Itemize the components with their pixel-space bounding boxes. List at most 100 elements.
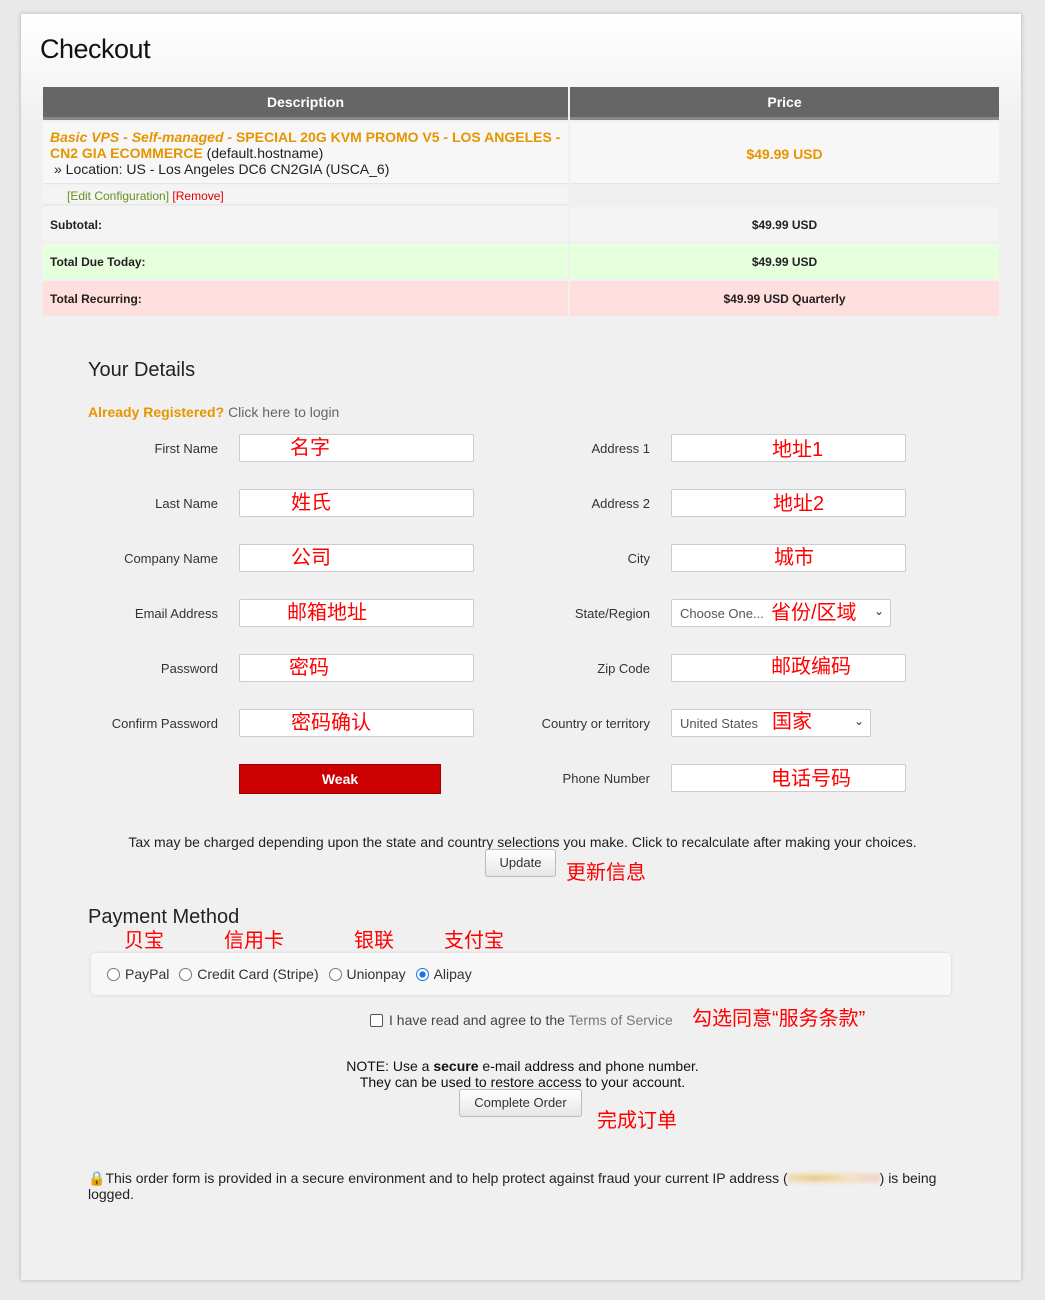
payment-options — [91, 953, 951, 995]
address1-input[interactable] — [671, 434, 906, 462]
zip-label: Zip Code — [597, 661, 650, 676]
phone-input[interactable] — [671, 764, 906, 792]
annotation: 密码 — [289, 657, 329, 679]
description-header: Description — [43, 87, 568, 120]
note-bold: secure — [433, 1058, 479, 1074]
state-label: State/Region — [574, 606, 650, 621]
note-text: They can be used to restore access to yo… — [359, 1074, 686, 1090]
radio-unionpay[interactable] — [328, 968, 342, 981]
option-label: PayPal — [125, 966, 170, 982]
page-title: Checkout — [40, 34, 151, 64]
option-label: Alipay — [433, 966, 472, 982]
password-label: Password — [160, 661, 218, 676]
remove-link[interactable]: [Remove] — [172, 189, 224, 203]
tos-checkbox[interactable] — [370, 1014, 383, 1027]
annotation: 姓氏 — [291, 492, 331, 514]
annotation: 密码确认 — [291, 712, 371, 734]
annotation: 支付宝 — [444, 930, 504, 952]
annotation: 信用卡 — [224, 930, 284, 952]
state-value: Choose One... — [680, 606, 764, 621]
password-input[interactable] — [239, 654, 474, 682]
radio-paypal[interactable] — [107, 968, 120, 981]
note-text: e-mail address and phone number. — [478, 1058, 699, 1074]
email-input[interactable] — [239, 599, 474, 627]
address1-label: Address 1 — [591, 441, 650, 456]
complete-order-button[interactable]: Complete Order — [459, 1089, 582, 1117]
annotation: 邮箱地址 — [287, 602, 367, 624]
phone-label: Phone Number — [562, 771, 650, 786]
email-label: Email Address — [134, 606, 218, 621]
annotation: 国家 — [772, 711, 812, 733]
payment-option-paypal[interactable]: PayPal — [107, 966, 169, 982]
total-recurring-label: Total Recurring: — [50, 292, 142, 306]
security-notice: 🔒This order form is provided in a secure… — [88, 1170, 948, 1202]
address2-label: Address 2 — [591, 496, 650, 511]
total-due-value: $49.99 USD — [751, 255, 818, 269]
tos-label: I have read and agree to the — [389, 1012, 569, 1028]
address2-input[interactable] — [671, 489, 906, 517]
price-header: Price — [570, 87, 999, 120]
edit-configuration-link[interactable]: [Edit Configuration] — [67, 189, 170, 203]
country-label: Country or territory — [541, 716, 650, 731]
secure-note: NOTE: Use a secure e-mail address and ph… — [0, 1058, 1045, 1090]
state-select[interactable]: Choose One... ⌄ — [671, 599, 891, 627]
annotation: 地址2 — [773, 493, 825, 515]
your-details-heading: Your Details — [88, 359, 196, 381]
company-name-input[interactable] — [239, 544, 474, 572]
password-strength-meter: Weak — [239, 764, 441, 794]
payment-option-unionpay[interactable]: Unionpay — [328, 966, 406, 982]
payment-option-stripe[interactable]: Credit Card (Stripe) — [179, 966, 319, 982]
chevron-down-icon: ⌄ — [873, 604, 884, 618]
subtotal-value: $49.99 USD — [751, 218, 818, 232]
subtotal-label: Subtotal: — [50, 218, 102, 232]
cart-item-description: Basic VPS - Self-managed - SPECIAL 20G K… — [50, 129, 565, 177]
annotation: 公司 — [291, 547, 331, 569]
product-name: - SPECIAL 20G KVM PROMO V5 - LOS ANGELES… — [50, 129, 561, 161]
radio-alipay[interactable] — [415, 968, 429, 981]
annotation: 电话号码 — [771, 768, 851, 790]
annotation: 贝宝 — [124, 930, 164, 952]
first-name-input[interactable] — [239, 434, 474, 462]
company-name-label: Company Name — [124, 551, 218, 566]
payment-option-alipay[interactable]: Alipay — [415, 966, 472, 982]
annotation: 更新信息 — [566, 862, 646, 884]
annotation: 完成订单 — [597, 1110, 677, 1132]
security-text: ) is being logged. — [88, 1170, 937, 1202]
note-text: NOTE: Use a — [346, 1058, 434, 1074]
confirm-password-label: Confirm Password — [111, 716, 218, 731]
last-name-label: Last Name — [155, 496, 218, 511]
chevron-down-icon: ⌄ — [853, 714, 864, 728]
terms-of-service-link[interactable]: Terms of Service — [568, 1012, 673, 1028]
option-label: Unionpay — [346, 966, 406, 982]
total-due-label: Total Due Today: — [50, 255, 146, 269]
annotation: 地址1 — [772, 439, 824, 461]
first-name-label: First Name — [154, 441, 218, 456]
payment-method-heading: Payment Method — [88, 906, 240, 928]
hostname: (default.hostname) — [202, 145, 324, 161]
option-label: Credit Card (Stripe) — [197, 966, 319, 982]
item-price: $49.99 USD — [746, 146, 823, 162]
already-registered: Already Registered? — [88, 404, 225, 420]
last-name-input[interactable] — [239, 489, 474, 517]
tax-note: Tax may be charged depending upon the st… — [128, 834, 917, 850]
update-button[interactable]: Update — [485, 849, 556, 877]
radio-stripe[interactable] — [179, 968, 193, 981]
login-link[interactable]: Click here to login — [228, 404, 340, 420]
annotation: 邮政编码 — [771, 656, 851, 678]
annotation: 省份/区域 — [771, 602, 857, 624]
security-text: This order form is provided in a secure … — [105, 1170, 788, 1186]
zip-input[interactable] — [671, 654, 906, 682]
total-recurring-value: $49.99 USD Quarterly — [723, 292, 846, 306]
annotation: 城市 — [774, 547, 814, 569]
location: » Location: US - Los Angeles DC6 CN2GIA … — [54, 161, 390, 177]
product-group: Basic VPS - Self-managed — [50, 129, 224, 145]
annotation: 银联 — [354, 930, 394, 952]
lock-icon: 🔒 — [88, 1170, 106, 1186]
country-value: United States — [680, 716, 759, 731]
city-input[interactable] — [671, 544, 906, 572]
city-label: City — [627, 551, 650, 566]
annotation: 勾选同意“服务条款” — [692, 1008, 866, 1030]
confirm-password-input[interactable] — [239, 709, 474, 737]
country-select[interactable]: United States ⌄ — [671, 709, 871, 737]
blurred-ip-address — [787, 1170, 880, 1186]
